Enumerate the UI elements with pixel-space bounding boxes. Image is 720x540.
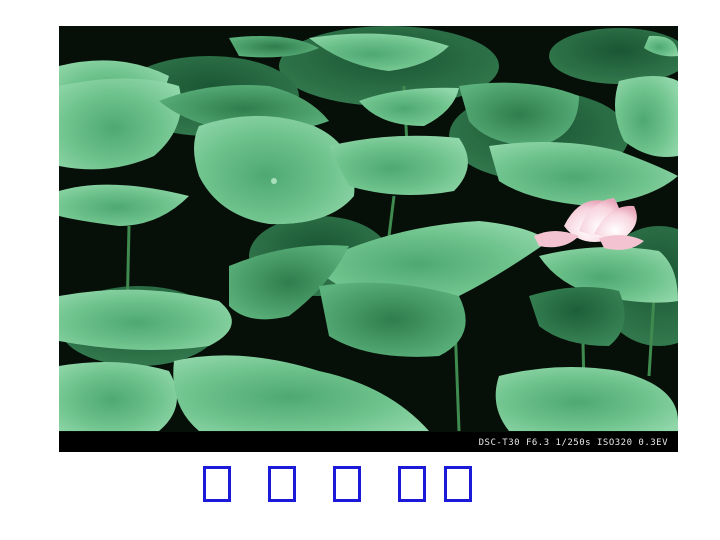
caption-char-4: □	[398, 466, 426, 502]
caption-char-1: □	[203, 466, 231, 502]
lotus-flower	[534, 198, 644, 250]
caption-char-2: □	[268, 466, 296, 502]
camera-exif-text: DSC-T30 F6.3 1/250s ISO320 0.3EV	[478, 438, 668, 448]
lotus-photo: DSC-T30 F6.3 1/250s ISO320 0.3EV	[59, 26, 678, 452]
lotus-pond-image	[59, 26, 678, 452]
caption-char-3: □	[333, 466, 361, 502]
caption: □ □ □ □ □	[0, 466, 720, 516]
caption-char-5: □	[444, 466, 472, 502]
